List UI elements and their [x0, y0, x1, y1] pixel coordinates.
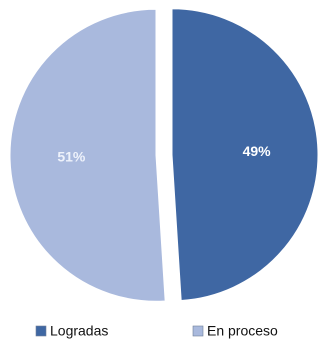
legend-item-en-proceso: En proceso	[192, 323, 278, 339]
legend-label-logradas: Logradas	[50, 323, 108, 339]
legend-item-logradas: Logradas	[35, 323, 108, 339]
legend-label-en-proceso: En proceso	[207, 323, 278, 339]
legend-swatch-logradas	[35, 325, 47, 337]
data-label-en-proceso: 51%	[57, 149, 86, 165]
pie-slice-logradas	[171, 8, 319, 301]
pie-slice-en-proceso	[9, 8, 166, 302]
legend-swatch-en-proceso	[192, 325, 204, 337]
data-label-logradas: 49%	[243, 143, 272, 159]
